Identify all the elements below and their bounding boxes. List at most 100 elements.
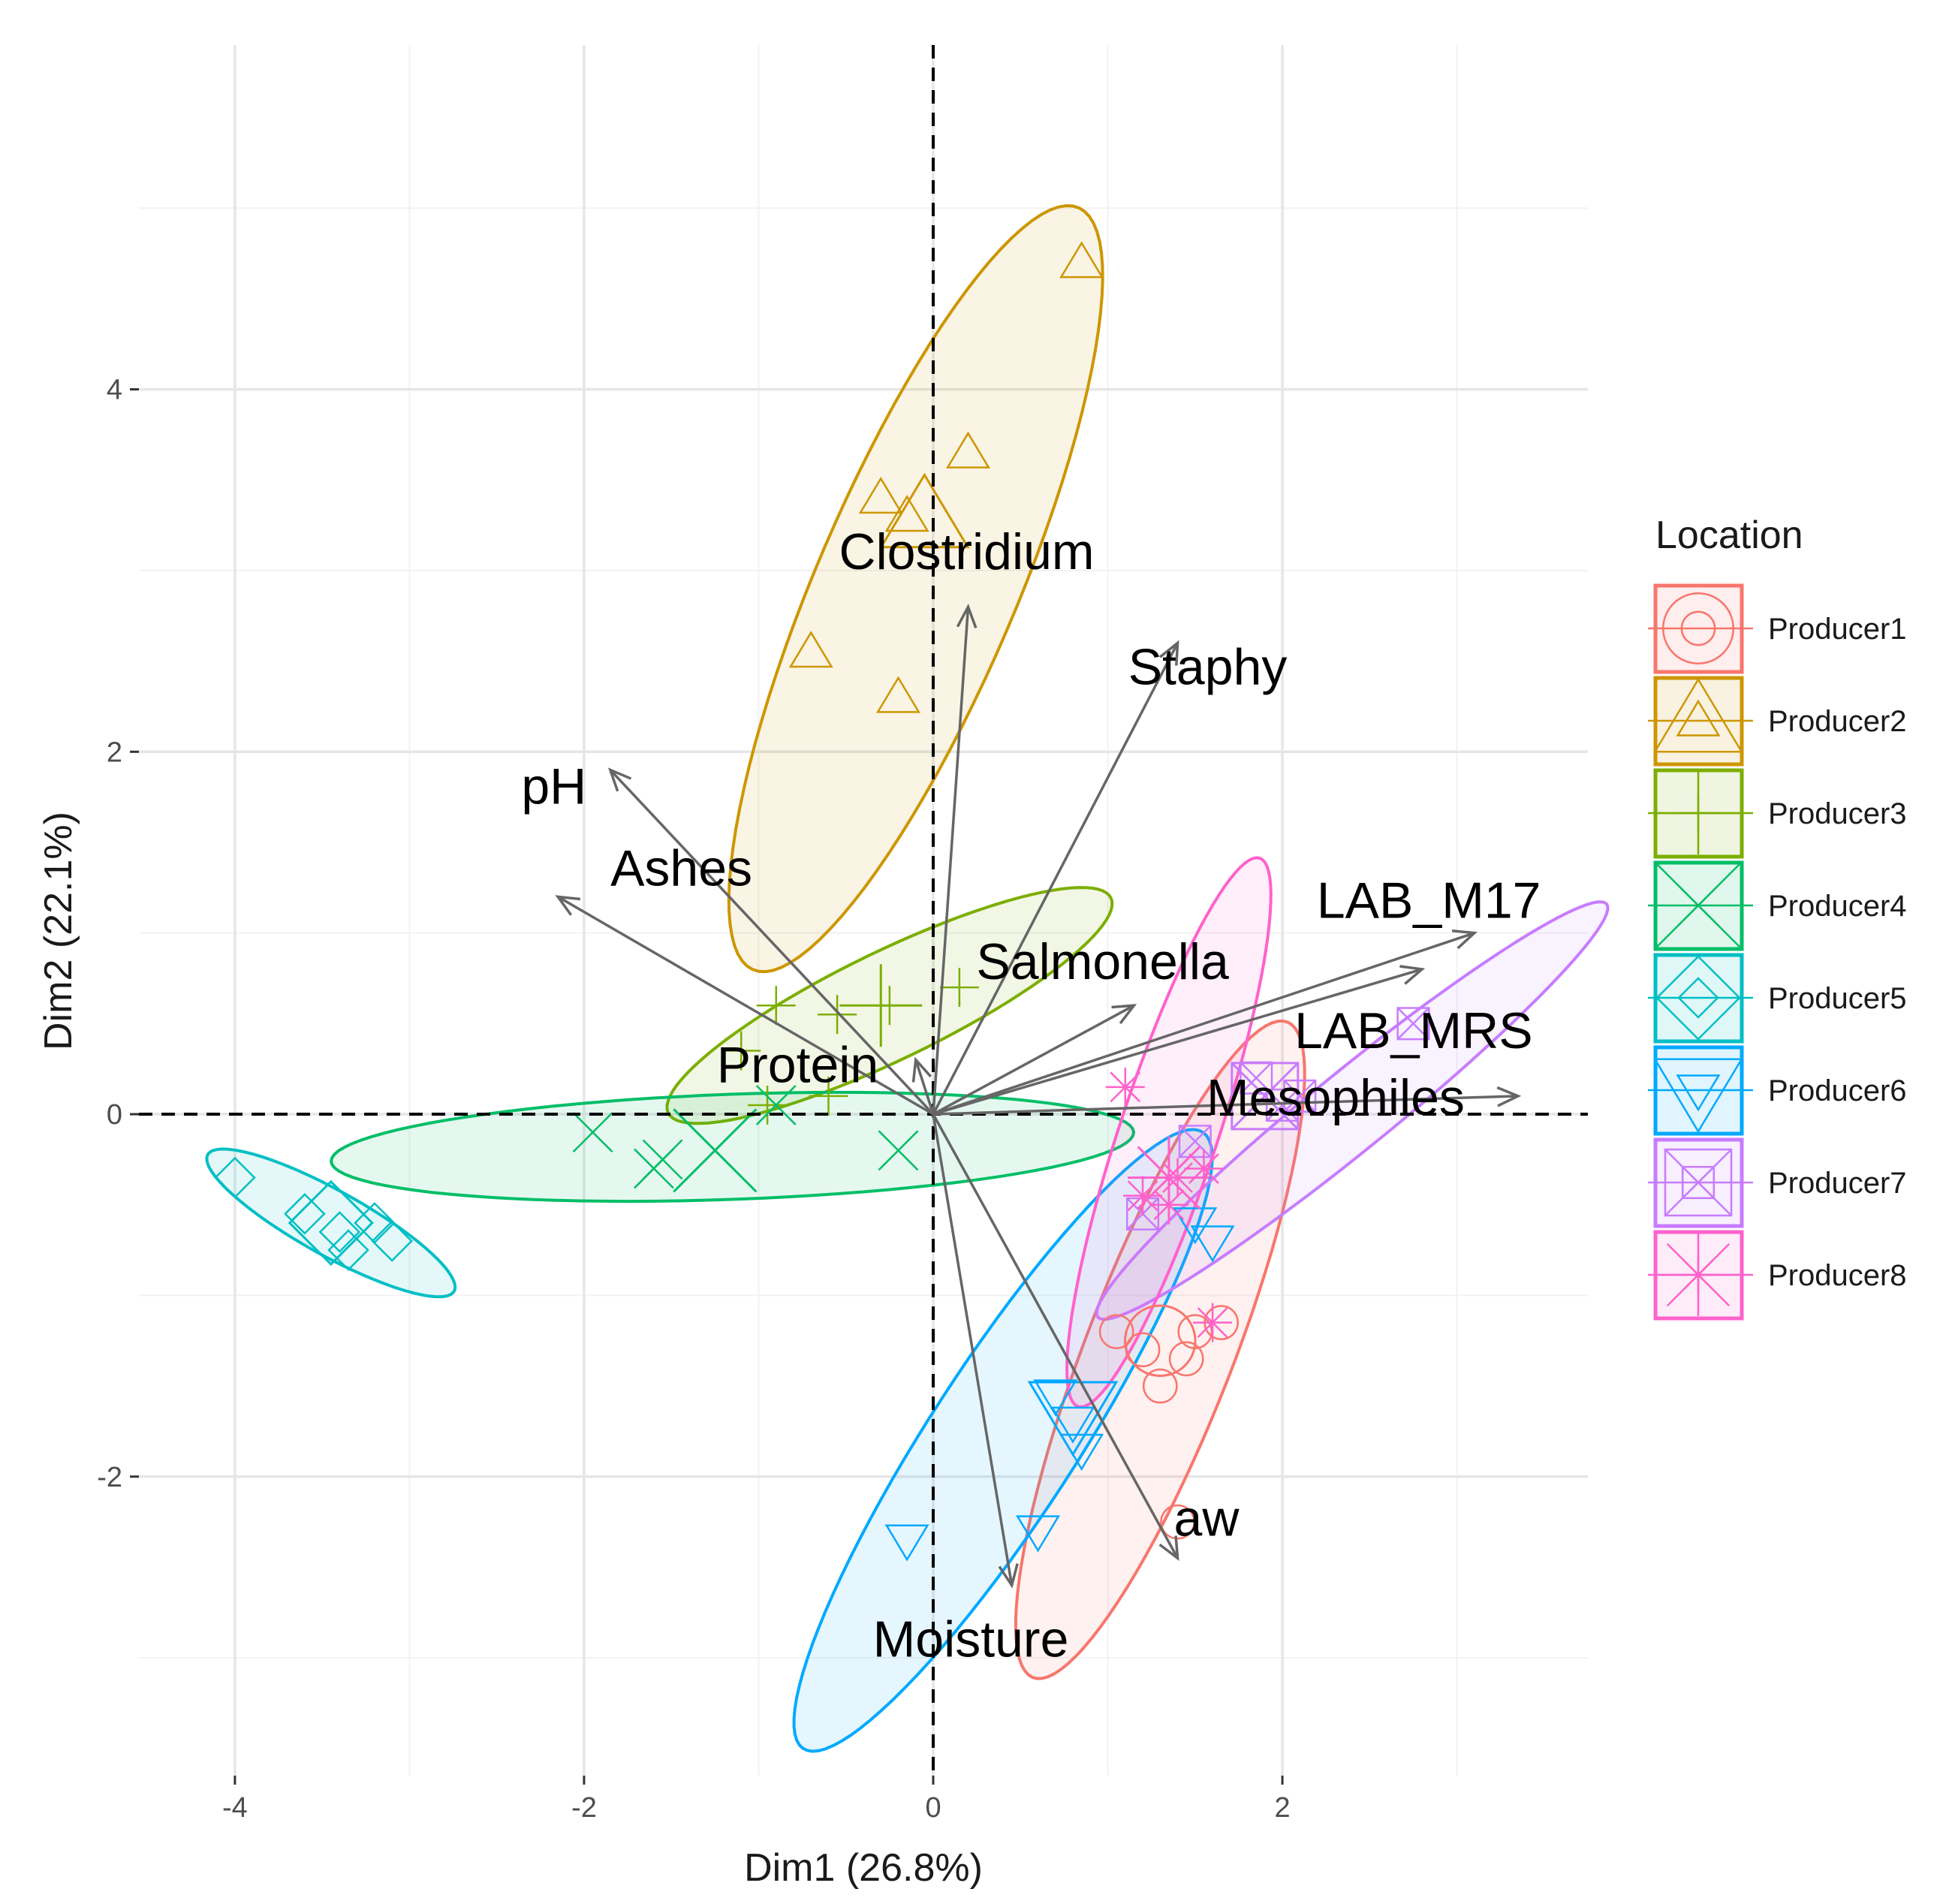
legend-items: Producer1 Producer2 Producer3 Producer4 Prod… (1648, 583, 1907, 1321)
centroid-producer1 (1124, 1304, 1197, 1377)
variable-labels: Clostridium Staphy pH Ashes Salmonella LAB_M1… (521, 523, 1541, 1668)
point-producer2 (858, 476, 903, 514)
point-producer2 (875, 676, 921, 713)
x-tick-label: -2 (571, 1792, 597, 1824)
minor-gridlines (139, 45, 1588, 1776)
point-producer8 (1105, 1067, 1145, 1107)
group-centroids (288, 472, 1300, 1457)
point-producer4 (755, 1085, 797, 1125)
legend-label: Producer7 (1768, 1167, 1907, 1200)
point-producer5 (214, 1156, 256, 1199)
point-producer3 (818, 995, 857, 1035)
arrow-ph (609, 769, 935, 1116)
point-producer6 (1050, 1406, 1095, 1444)
point-producer2 (1059, 241, 1104, 279)
arrowhead-salmonella (1111, 1004, 1137, 1025)
point-producer8 (1193, 1303, 1233, 1342)
arrowhead-ashes (555, 895, 581, 916)
variable-label-clostridium: Clostridium (839, 523, 1094, 580)
point-producer1 (1160, 1504, 1195, 1540)
point-producer3 (748, 1085, 788, 1125)
point-producer4 (878, 1130, 919, 1171)
arrow-lab_m17 (932, 932, 1475, 1116)
point-producer6 (1033, 1379, 1078, 1417)
legend-item-producer8: Producer8 (1648, 1230, 1907, 1321)
legend-key-symbol-large (1655, 955, 1741, 1041)
arrow-mesophiles (932, 1095, 1519, 1116)
point-producer5 (318, 1211, 361, 1253)
point-producer7 (1283, 1079, 1317, 1113)
individual-points (214, 241, 1430, 1562)
point-producer3 (721, 1031, 761, 1071)
ellipse-producer7 (1095, 900, 1610, 1321)
variable-label-staphy: Staphy (1128, 638, 1288, 695)
point-producer3 (809, 1076, 848, 1116)
point-producer2 (788, 631, 833, 668)
legend-item-producer6: Producer6 (1648, 1045, 1907, 1136)
legend-item-producer7: Producer7 (1648, 1137, 1907, 1228)
x-tick-label: 2 (1275, 1792, 1291, 1824)
legend-key-symbol-large (1653, 1058, 1743, 1134)
centroid-producer3 (839, 964, 923, 1047)
ellipse-producer4 (330, 1090, 1136, 1204)
point-producer5 (327, 1229, 369, 1271)
variable-label-mesophiles: Mesophiles (1206, 1069, 1465, 1126)
arrowhead-moisture (998, 1563, 1019, 1589)
legend-item-producer1: Producer1 (1648, 583, 1907, 674)
ellipse-producer6 (792, 1128, 1214, 1753)
ellipse-producer8 (1065, 856, 1273, 1409)
legend-label: Producer4 (1768, 890, 1907, 923)
variable-label-ashes: Ashes (610, 839, 752, 896)
centroid-producer6 (1027, 1381, 1119, 1457)
point-producer4 (642, 1139, 683, 1180)
legend-label: Producer1 (1768, 613, 1907, 646)
legend-key-symbol-small (1677, 977, 1719, 1019)
axis-ticks: -4 -2 0 2 -2 0 2 4 (97, 375, 1290, 1824)
point-producer7 (1396, 1007, 1430, 1041)
arrowhead-lab_mrs (1399, 965, 1426, 985)
arrow-protein (914, 1059, 935, 1115)
point-producer2 (884, 495, 929, 532)
y-tick-label: 4 (107, 375, 122, 406)
variable-label-lab_mrs: LAB_MRS (1294, 1002, 1532, 1059)
legend-label: Producer2 (1768, 705, 1907, 738)
legend-label: Producer6 (1768, 1074, 1907, 1107)
point-producer1 (1098, 1314, 1134, 1350)
variable-label-ph: pH (521, 758, 586, 815)
x-tick-label: -4 (222, 1792, 248, 1824)
variable-label-salmonella: Salmonella (976, 933, 1229, 990)
confidence-ellipses (205, 203, 1610, 1753)
variable-label-protein: Protein (717, 1037, 878, 1094)
centroid-producer8 (1127, 1136, 1210, 1219)
y-tick-label: -2 (97, 1462, 122, 1493)
centroid-producer7 (1231, 1062, 1300, 1131)
x-axis-title: Dim1 (26.8%) (744, 1846, 983, 1890)
arrow-lab_mrs (932, 968, 1423, 1116)
point-producer8 (1123, 1176, 1163, 1216)
arrowhead-aw (1158, 1535, 1179, 1562)
arrow-staphy (932, 642, 1179, 1115)
arrowhead-protein (911, 1056, 932, 1083)
legend: Location Producer1Producer2Producer3Prod… (1648, 514, 1907, 1321)
x-tick-label: 0 (925, 1792, 941, 1824)
point-producer7 (1178, 1125, 1212, 1158)
legend-label: Producer8 (1768, 1259, 1907, 1292)
y-tick-label: 0 (107, 1099, 122, 1131)
legend-key-symbol-small (1676, 699, 1721, 737)
legend-title: Location (1655, 514, 1803, 557)
point-producer6 (1190, 1225, 1235, 1263)
point-producer1 (1142, 1368, 1178, 1404)
point-producer3 (756, 986, 796, 1026)
legend-item-producer4: Producer4 (1648, 860, 1907, 951)
centroid-producer2 (878, 472, 970, 549)
legend-label: Producer3 (1768, 797, 1907, 830)
variable-label-moisture: Moisture (873, 1611, 1069, 1668)
ellipse-producer2 (727, 203, 1104, 974)
point-producer4 (572, 1112, 613, 1153)
legend-item-producer5: Producer5 (1648, 953, 1907, 1044)
point-producer1 (1168, 1341, 1204, 1377)
point-producer6 (1173, 1207, 1218, 1245)
point-producer6 (884, 1524, 929, 1562)
legend-key-symbol-large (1653, 677, 1743, 753)
